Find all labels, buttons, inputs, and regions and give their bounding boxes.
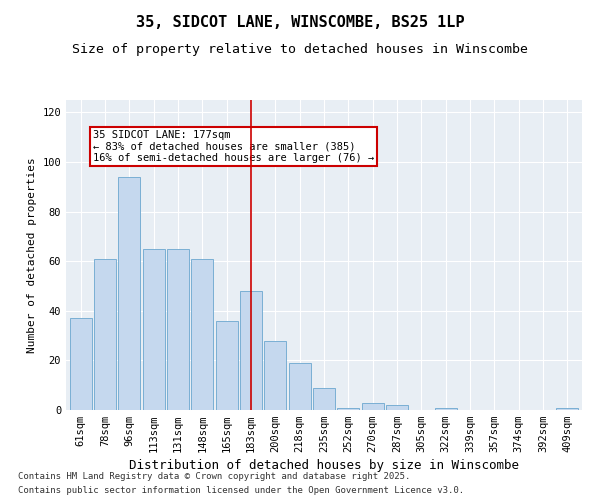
Bar [313, 388, 335, 410]
Text: Size of property relative to detached houses in Winscombe: Size of property relative to detached ho… [72, 42, 528, 56]
Bar [337, 408, 359, 410]
Bar [215, 320, 238, 410]
Bar [289, 363, 311, 410]
Bar [435, 408, 457, 410]
Text: 35 SIDCOT LANE: 177sqm
← 83% of detached houses are smaller (385)
16% of semi-de: 35 SIDCOT LANE: 177sqm ← 83% of detached… [93, 130, 374, 163]
Text: Contains HM Land Registry data © Crown copyright and database right 2025.: Contains HM Land Registry data © Crown c… [18, 472, 410, 481]
Bar [386, 405, 408, 410]
Bar [265, 340, 286, 410]
Text: Contains public sector information licensed under the Open Government Licence v3: Contains public sector information licen… [18, 486, 464, 495]
Bar [94, 258, 116, 410]
Bar [191, 258, 213, 410]
X-axis label: Distribution of detached houses by size in Winscombe: Distribution of detached houses by size … [129, 460, 519, 472]
Bar [118, 177, 140, 410]
Text: 35, SIDCOT LANE, WINSCOMBE, BS25 1LP: 35, SIDCOT LANE, WINSCOMBE, BS25 1LP [136, 15, 464, 30]
Bar [70, 318, 92, 410]
Y-axis label: Number of detached properties: Number of detached properties [27, 157, 37, 353]
Bar [556, 408, 578, 410]
Bar [167, 249, 189, 410]
Bar [240, 291, 262, 410]
Bar [143, 249, 164, 410]
Bar [362, 402, 383, 410]
